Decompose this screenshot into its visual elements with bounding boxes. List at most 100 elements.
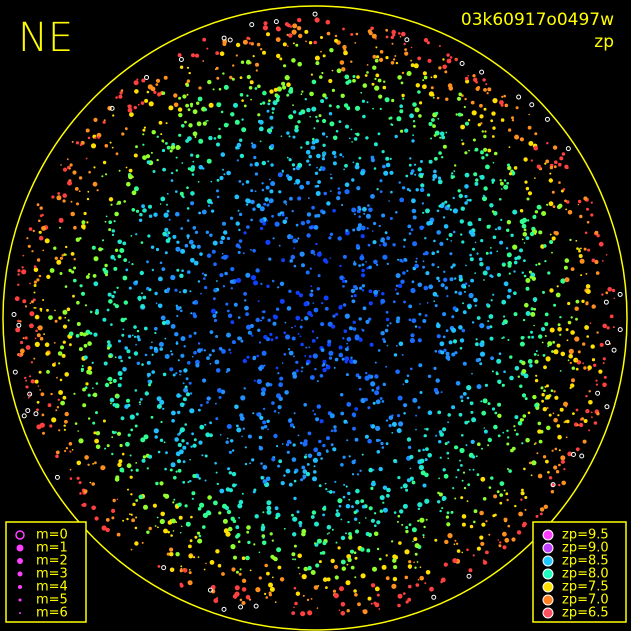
star [226,509,232,515]
star [334,575,339,580]
star [340,535,346,541]
star [489,247,492,249]
star [250,42,254,46]
star [321,71,324,75]
star [390,123,393,126]
star [346,345,350,348]
star [422,79,425,82]
star [261,160,266,166]
star [12,369,18,375]
star [401,31,406,37]
star [184,120,187,124]
star [277,565,282,570]
star [344,182,350,187]
star [313,470,317,474]
star [221,256,225,260]
star [313,40,318,45]
star [245,59,251,65]
star [447,457,450,460]
star [193,331,197,335]
star [294,325,297,327]
star [127,104,132,109]
star [224,271,228,276]
star [313,127,316,130]
star [513,260,518,265]
star [126,349,131,354]
star [419,391,423,394]
star [394,134,398,139]
star [308,41,313,45]
star [154,291,158,296]
star [582,362,584,365]
star [209,233,213,237]
star [543,365,547,370]
star [322,54,326,58]
star [330,177,333,180]
star [427,374,432,378]
star [100,465,106,471]
star [467,420,470,423]
star [163,441,166,444]
star [545,459,549,464]
star [568,348,574,354]
star [41,225,47,231]
star [398,32,401,35]
star [487,148,492,153]
star [473,172,478,177]
star [352,228,356,232]
star [222,221,226,226]
star [339,153,343,157]
star [406,374,410,378]
star [560,459,566,464]
star [328,350,334,356]
star [188,71,191,75]
star [413,124,416,128]
star [202,525,206,529]
star [21,413,27,419]
star [108,228,112,232]
star [358,156,362,160]
star [230,216,234,220]
star [354,42,357,44]
star [297,120,301,124]
star [203,107,207,112]
star [305,149,311,155]
star [464,201,468,205]
star [262,536,265,539]
star [67,319,70,322]
star [121,333,125,337]
star [181,439,185,443]
star [197,181,200,183]
star [445,131,448,134]
star [511,116,514,120]
star [343,483,346,486]
star [142,143,145,146]
star [382,85,387,90]
star [235,570,239,574]
star [246,525,251,530]
star [497,402,502,407]
star [289,259,294,263]
star [366,71,369,74]
star [30,361,34,364]
star [259,218,265,224]
star [172,530,175,532]
star [172,373,176,377]
star [527,125,532,130]
star [121,469,125,473]
star [570,383,575,388]
star [272,237,275,240]
star [60,345,64,350]
star [124,404,129,409]
star [410,228,414,232]
star [560,455,566,461]
star [346,342,349,345]
star [27,244,31,248]
star [304,316,309,321]
star [157,92,162,97]
star [238,212,243,217]
star [506,294,511,299]
star [194,535,198,539]
star [388,200,390,202]
star [108,197,114,202]
